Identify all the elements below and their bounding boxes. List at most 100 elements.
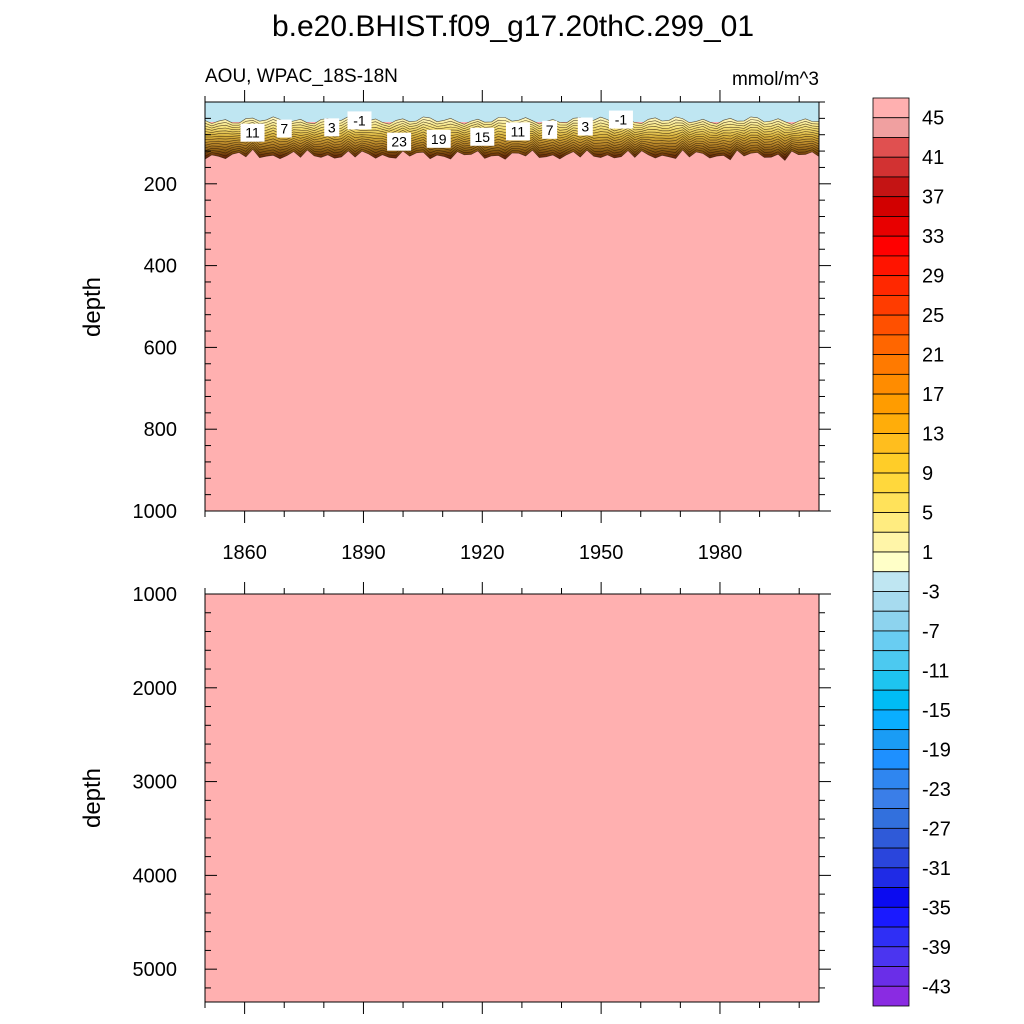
contour-label: 15	[470, 127, 495, 146]
colorbar-segment	[872, 748, 910, 770]
colorbar-segment	[872, 413, 910, 434]
colorbar-segment	[872, 906, 910, 928]
svg-text:3: 3	[581, 119, 589, 135]
colorbar-segment	[872, 887, 910, 908]
y-tick-label: 3000	[133, 772, 178, 794]
colorbar-tick-label: 41	[922, 147, 944, 169]
chart-title: b.e20.BHIST.f09_g17.20thC.299_01	[272, 10, 754, 43]
svg-text:19: 19	[431, 131, 447, 147]
colorbar-segment	[872, 492, 910, 513]
contour-line	[205, 146, 819, 159]
colorbar-segment	[872, 689, 910, 711]
svg-text:7: 7	[546, 122, 554, 138]
colorbar-tick-label: -19	[922, 739, 951, 761]
colorbar-segment	[872, 373, 910, 395]
y-tick-label: 1000	[133, 584, 178, 606]
colorbar-segment	[872, 808, 910, 829]
colorbar-segment	[872, 867, 910, 888]
colorbar-segment	[872, 531, 910, 553]
contour-label: 7	[542, 120, 558, 139]
lower-panel: depth 1000 2000 3000 4000 5000	[79, 582, 831, 1014]
contour-label: 3	[577, 117, 593, 136]
colorbar-tick-label: -31	[922, 858, 951, 880]
colorbar-segment	[872, 512, 910, 533]
colorbar-tick-label: -35	[922, 897, 951, 919]
colorbar-segment	[872, 966, 910, 987]
svg-text:3: 3	[328, 119, 336, 135]
contour-label: 23	[387, 132, 412, 151]
contour-line	[205, 144, 819, 156]
colorbar-segment	[872, 591, 910, 612]
colorbar-tick-label: -27	[922, 818, 951, 840]
x-tick-label: 1860	[222, 542, 267, 564]
upper-panel: 11 7 3 -1 23 19 15 11 7 3 -1 depth 200 400 600 800 100…	[79, 90, 831, 564]
upper-deep-fill	[205, 102, 819, 511]
colorbar-segment	[872, 156, 910, 178]
svg-text:11: 11	[245, 125, 260, 141]
y-tick-label: 600	[144, 337, 177, 359]
colorbar-segment	[872, 334, 910, 356]
colorbar-segment	[872, 97, 910, 119]
contour-line	[205, 116, 819, 125]
colorbar-segment	[872, 294, 910, 316]
svg-text:23: 23	[391, 134, 407, 150]
contour-label: 11	[505, 122, 530, 141]
colorbar-segment	[872, 926, 910, 948]
y-tick-label: 400	[144, 256, 177, 278]
thermocline-contour-lines	[205, 116, 819, 161]
lower-y-axis-label: depth	[79, 768, 106, 828]
colorbar-tick-label: -7	[922, 621, 940, 643]
x-tick-label: 1920	[460, 542, 505, 564]
colorbar-segment	[872, 117, 910, 138]
contour-label: 7	[276, 119, 292, 138]
colorbar-segment	[872, 985, 910, 1007]
y-tick-label: 1000	[133, 501, 178, 523]
chart-subtitle-left: AOU, WPAC_18S-18N	[205, 66, 398, 87]
colorbar-segment	[872, 216, 910, 237]
y-tick-label: 800	[144, 419, 177, 441]
upper-plot-frame	[204, 101, 820, 512]
colorbar-tick-label: -15	[922, 700, 951, 722]
colorbar-segment	[872, 729, 910, 750]
colorbar-tick-label: -39	[922, 937, 951, 959]
svg-text:15: 15	[475, 129, 491, 145]
colorbar-tick-label: 5	[922, 503, 933, 525]
lower-x-ticks	[204, 582, 800, 1014]
chart-units: mmol/m^3	[732, 69, 819, 90]
colorbar-labels: 45 41 37 33 29 25 21 17 13 9 5 1 -3 -7 -11 -15 -19 -23 -27…	[922, 108, 951, 999]
colorbar-segment	[872, 670, 910, 691]
colorbar-segment	[872, 314, 910, 336]
y-tick-label: 2000	[133, 678, 178, 700]
colorbar-segment	[872, 433, 910, 454]
colorbar-segment	[872, 275, 910, 296]
x-tick-label: 1950	[579, 542, 624, 564]
contour-line	[205, 139, 819, 150]
colorbar-tick-label: 1	[922, 542, 933, 564]
contour-line	[205, 137, 819, 147]
colorbar	[872, 97, 910, 1007]
contour-label: 19	[426, 129, 451, 148]
colorbar-tick-label: -43	[922, 976, 951, 998]
colorbar-segment	[872, 393, 910, 415]
colorbar-segment	[872, 788, 910, 810]
colorbar-segment	[872, 551, 910, 573]
contour-label: -1	[347, 111, 372, 130]
colorbar-segment	[872, 650, 910, 671]
lower-deep-fill	[205, 594, 819, 1002]
colorbar-tick-label: 25	[922, 305, 944, 327]
y-tick-label: 200	[144, 174, 177, 196]
colorbar-segment	[872, 630, 910, 652]
upper-y-ticks: 200 400 600 800 1000	[133, 101, 831, 523]
colorbar-segment	[872, 255, 910, 277]
contour-line	[205, 142, 819, 153]
colorbar-tick-label: 33	[922, 226, 944, 248]
contour-label: 11	[240, 123, 265, 142]
colorbar-segment	[872, 196, 910, 217]
lower-plot-frame	[204, 593, 820, 1003]
colorbar-segment	[872, 571, 910, 592]
colorbar-segment	[872, 610, 910, 632]
colorbar-segment	[872, 472, 910, 494]
svg-text:-1: -1	[615, 112, 628, 128]
colorbar-segment	[872, 847, 910, 869]
